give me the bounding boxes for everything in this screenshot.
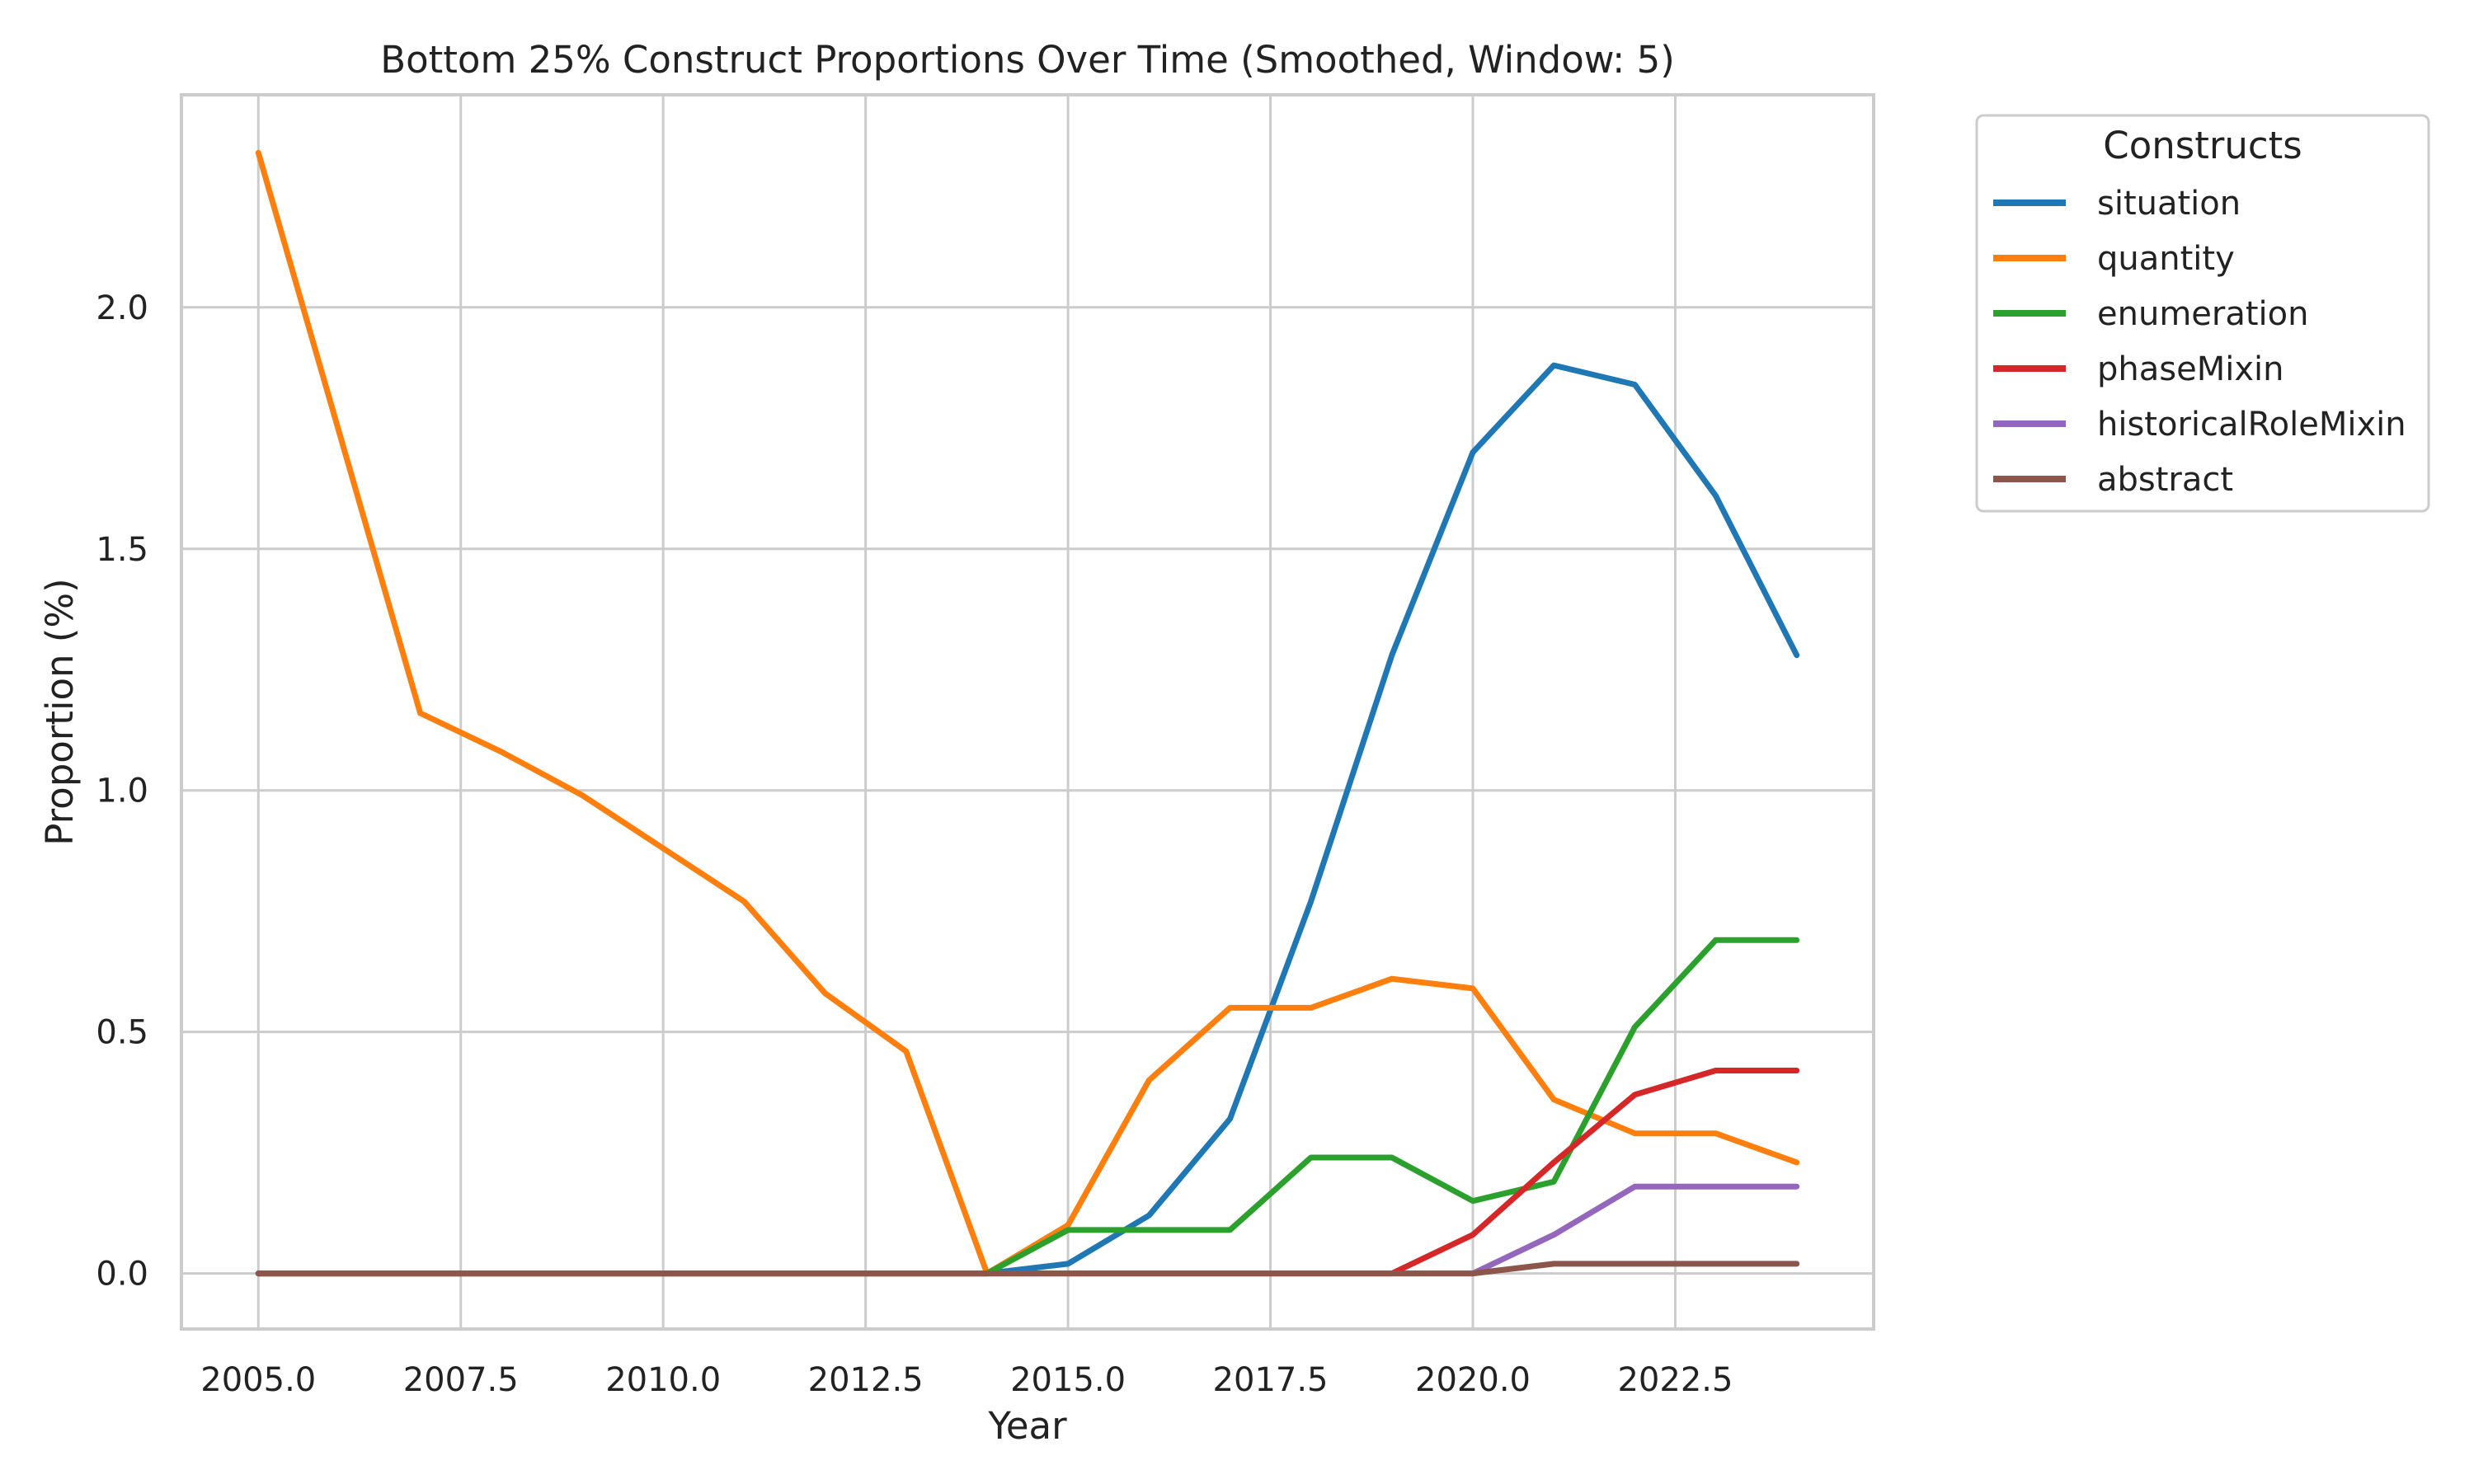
legend-label: quantity [2097,240,2235,278]
x-tick-label: 2005.0 [200,1361,316,1399]
plot-area [180,93,1875,1331]
x-tick-label: 2022.5 [1617,1361,1733,1399]
y-tick-label: 2.0 [96,289,148,327]
x-tick-label: 2010.0 [605,1361,721,1399]
legend-title: Constructs [2103,124,2302,167]
chart-title: Bottom 25% Construct Proportions Over Ti… [380,38,1675,82]
legend-label: historicalRoleMixin [2097,406,2406,444]
legend-label: enumeration [2097,295,2308,333]
legend: Constructs situation quantity enumeration p… [1975,114,2430,513]
x-axis-title: Year [987,1404,1067,1448]
x-tick-label: 2020.0 [1415,1361,1531,1399]
x-tick-label: 2007.5 [403,1361,519,1399]
y-axis-ticks: 0.0 0.5 1.0 1.5 2.0 [96,289,148,1294]
legend-label: phaseMixin [2097,350,2284,388]
legend-label: abstract [2097,461,2233,499]
legend-label: situation [2097,185,2241,223]
y-axis-title: Proportion (%) [38,578,82,845]
x-tick-label: 2017.5 [1213,1361,1329,1399]
series-line-abstract [255,1261,1800,1277]
legend-items: situation quantity enumeration phaseMixin hi… [1993,185,2406,499]
x-axis-ticks: 2005.0 2007.5 2010.0 2012.5 2015.0 2017.5 2020… [200,1361,1733,1399]
y-tick-label: 1.0 [96,773,148,810]
legend-box [1975,114,2430,513]
series-lines [255,149,1800,1277]
y-tick-label: 1.5 [96,531,148,569]
y-tick-label: 0.5 [96,1014,148,1052]
x-tick-label: 2015.0 [1010,1361,1126,1399]
y-tick-label: 0.0 [96,1256,148,1294]
x-tick-label: 2012.5 [808,1361,924,1399]
